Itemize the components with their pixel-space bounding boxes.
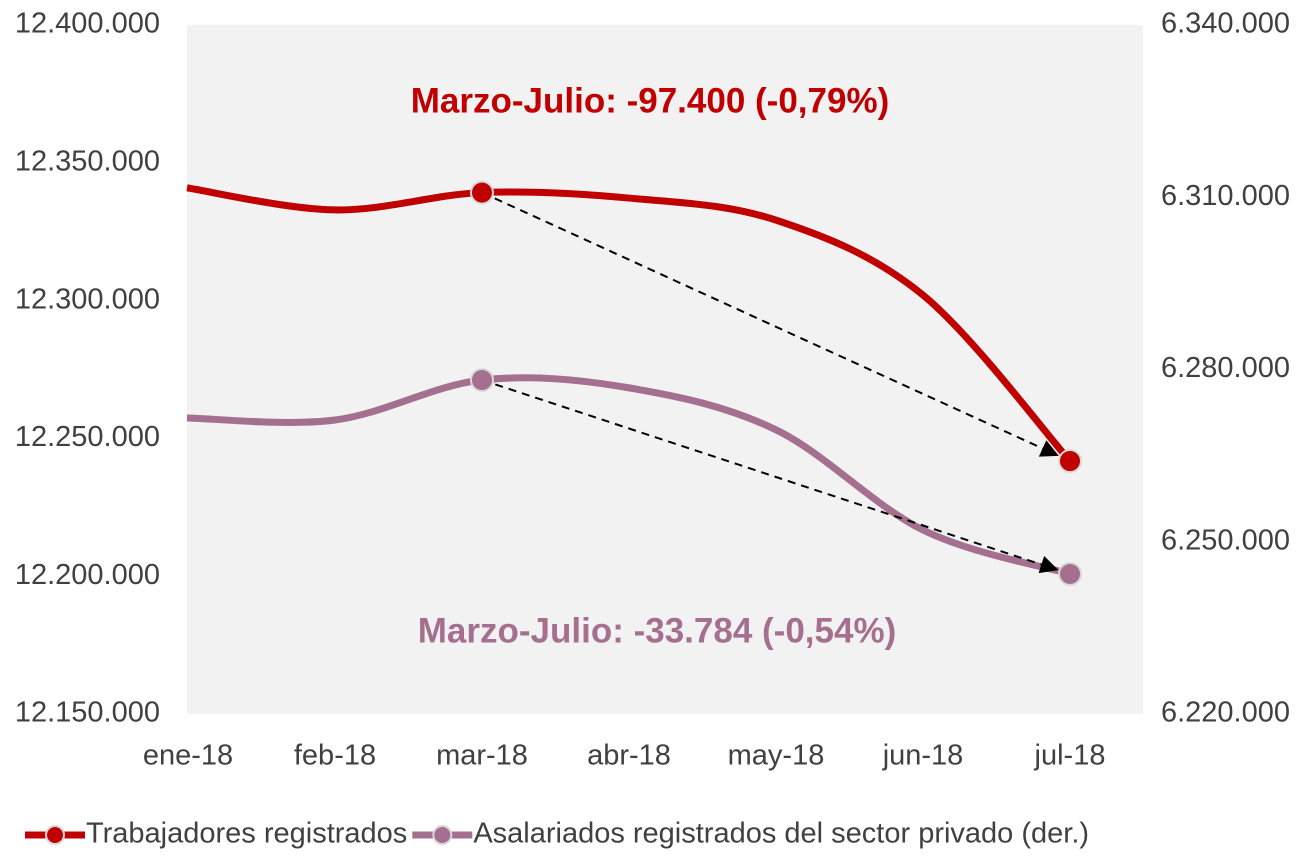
legend-label: Asalariados registrados del sector priva…	[473, 818, 1089, 850]
trend-arrow	[481, 191, 1059, 457]
x-tick-label: abr-18	[587, 740, 671, 772]
annotation: Marzo-Julio: -97.400 (-0,79%)	[411, 81, 889, 120]
legend-label: Trabajadores registrados	[86, 818, 407, 850]
series-line	[186, 184, 1073, 464]
y2-tick-label: 6.220.000	[1161, 697, 1290, 729]
x-tick-label: may-18	[728, 740, 825, 772]
y-tick-label: 12.300.000	[15, 283, 160, 315]
trend-arrow	[481, 379, 1059, 574]
y2-tick-label: 6.280.000	[1161, 352, 1290, 384]
point-marker	[1058, 448, 1082, 473]
x-tick-label: ene-18	[143, 740, 233, 772]
y2-tick-label: 6.310.000	[1161, 180, 1290, 212]
x-tick-label: jul-18	[1034, 740, 1106, 772]
y2-tick-label: 6.250.000	[1161, 524, 1290, 556]
y-tick-label: 12.400.000	[15, 8, 160, 40]
annotation: Marzo-Julio: -33.784 (-0,54%)	[418, 611, 896, 650]
x-tick-label: feb-18	[294, 740, 376, 772]
point-marker	[1058, 561, 1082, 586]
y2-tick-label: 6.340.000	[1161, 8, 1290, 40]
legend-swatch	[432, 825, 453, 845]
y-tick-label: 12.150.000	[15, 697, 160, 729]
plot-area	[187, 25, 1143, 714]
x-tick-label: jun-18	[882, 740, 964, 772]
y-tick-label: 12.350.000	[15, 145, 160, 177]
point-marker	[470, 368, 494, 393]
legend-swatch	[45, 825, 65, 845]
y-tick-label: 12.200.000	[15, 559, 160, 591]
series-line	[186, 374, 1072, 578]
y-tick-label: 12.250.000	[15, 421, 160, 453]
point-marker	[470, 180, 494, 205]
x-tick-label: mar-18	[436, 740, 528, 772]
